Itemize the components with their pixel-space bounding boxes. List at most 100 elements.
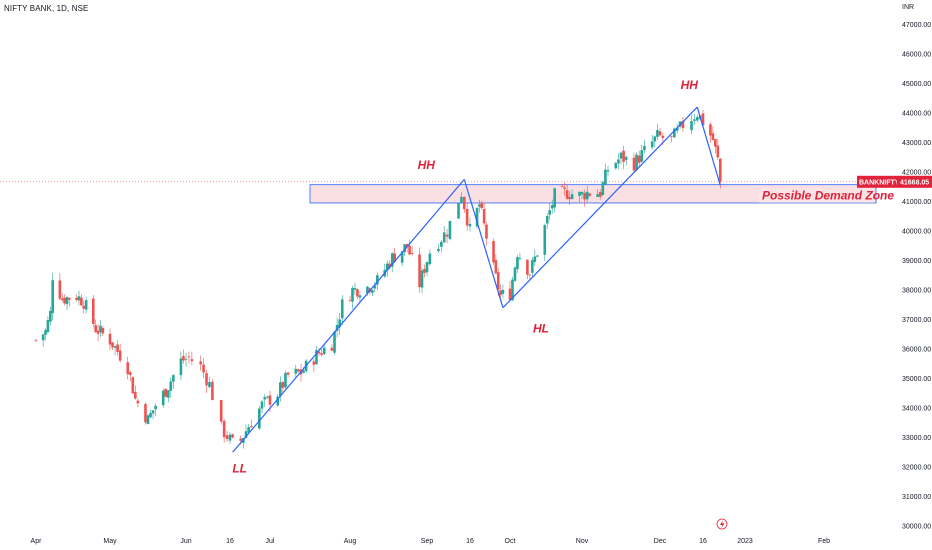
candle-body [518,258,522,260]
candle-body [583,192,586,200]
candle-body [202,364,205,373]
candle-body [44,329,47,335]
x-tick-label: 16 [699,538,707,545]
candle-body [80,297,83,306]
y-tick-label: 41000.00 [902,199,931,206]
candle-body [670,135,673,137]
candle-body [578,192,581,196]
candle-body [701,113,705,126]
y-tick-label: 33000.00 [902,435,931,442]
x-tick-label: 16 [466,538,474,545]
candle-body [585,191,589,200]
candle-body [172,375,175,382]
overlays-layer: LL HH HL HH Possible Demand Zone [232,78,894,475]
candle-body [565,190,569,199]
candle-body [247,427,250,433]
candle-body [511,279,514,301]
candle-body [475,207,479,227]
candle-body [622,150,625,162]
candle-body [161,390,165,406]
candle-body [601,182,605,196]
candle-body [297,369,300,372]
candle-body [385,263,389,271]
y-tick-label: 43000.00 [902,140,931,147]
y-tick-label: 35000.00 [902,376,931,383]
candle-body [673,128,676,138]
candle-body [260,401,264,409]
candle-body [322,347,326,355]
candle-body [388,263,392,268]
candle-body [643,145,646,151]
trend-line [463,179,504,308]
candle-body [526,259,529,275]
candle-body [418,254,421,288]
candle-body [494,260,498,274]
symbol-tag: BANKNIFTY [859,179,900,186]
candle-body [709,124,712,136]
candle-body [46,320,50,332]
candle-body [320,353,323,355]
candle-body [465,208,469,226]
candle-body [286,372,290,375]
candle-body [41,334,45,341]
candle-body [151,410,155,414]
candle-body [403,244,406,253]
candle-body [619,152,623,159]
candle-body [190,359,194,361]
candle-body [58,280,62,299]
y-tick-label: 36000.00 [902,347,931,354]
candle-body [718,158,722,182]
candle-body [113,346,117,348]
x-tick-label: Oct [505,538,516,545]
x-tick-label: Nov [576,538,589,545]
candle-body [222,420,226,438]
candle-body [211,381,214,401]
candle-body [661,135,665,138]
y-tick-label: 40000.00 [902,229,931,236]
candle-body [393,253,397,262]
x-tick-label: 2023 [737,538,753,545]
x-tick-label: Sep [421,538,434,545]
candle-body [96,330,100,334]
candle-body [244,431,248,438]
candle-body [250,426,253,428]
trend-line [696,106,721,186]
x-tick-label: May [103,538,117,545]
candle-body [690,121,693,131]
candle-body [128,372,132,376]
candle-body [460,196,463,204]
candle-body [408,245,411,255]
candle-body [624,156,628,160]
candle-body [294,368,298,374]
candle-body [187,356,191,358]
candle-body [632,157,636,171]
candle-body [531,260,534,273]
candle-body [681,121,685,129]
candle-body [536,255,539,257]
candle-body [281,381,285,388]
candle-body [563,187,566,189]
candle-body [428,253,432,265]
candle-body [284,372,287,388]
candle-body [376,275,379,285]
y-tick-label: 45000.00 [902,81,931,88]
candle-body [199,361,202,365]
candle-body [184,358,188,360]
candle-body [317,351,321,354]
candle-body [528,274,532,276]
candle-body [228,434,232,441]
candle-body [596,194,599,197]
lightning-icon [716,518,728,530]
candle-body [136,400,140,404]
candle-body [550,205,554,209]
price-tag-bg [897,175,932,188]
candle-body [91,298,95,324]
candle-body [478,204,481,207]
x-tick-label: Jun [180,538,191,545]
candle-body [580,192,584,195]
candle-body [231,434,234,438]
candle-body [60,298,64,301]
candle-body [373,285,377,289]
candle-body [34,339,38,341]
